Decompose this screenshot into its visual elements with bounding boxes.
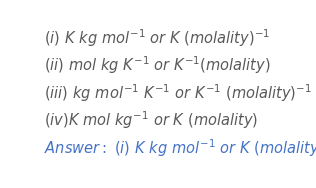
Text: $\mathit{(iv)K\ mol\ kg}^{-1}\mathit{\ or\ K\ (molality)}$: $\mathit{(iv)K\ mol\ kg}^{-1}\mathit{\ o… bbox=[44, 109, 258, 131]
Text: $\mathit{(iii)\ kg\ mol}^{-1}\mathit{\ K}^{-1}\mathit{\ or\ K}^{-1}\mathit{\ (mo: $\mathit{(iii)\ kg\ mol}^{-1}\mathit{\ K… bbox=[44, 82, 312, 104]
Text: $\mathit{(i)\ K\ kg\ mol}^{-1}\mathit{\ or\ K\ (molality)}^{-1}$: $\mathit{(i)\ K\ kg\ mol}^{-1}\mathit{\ … bbox=[44, 27, 270, 49]
Text: $\mathit{Answer:\ (i)\ K\ kg\ mol}^{-1}\mathit{\ or\ K\ (molality)}^{-1}$: $\mathit{Answer:\ (i)\ K\ kg\ mol}^{-1}\… bbox=[44, 138, 316, 159]
Text: $\mathit{(ii)\ mol\ kg\ K}^{-1}\mathit{\ or\ K}^{-1}\mathit{(molality)}$: $\mathit{(ii)\ mol\ kg\ K}^{-1}\mathit{\… bbox=[44, 54, 271, 76]
